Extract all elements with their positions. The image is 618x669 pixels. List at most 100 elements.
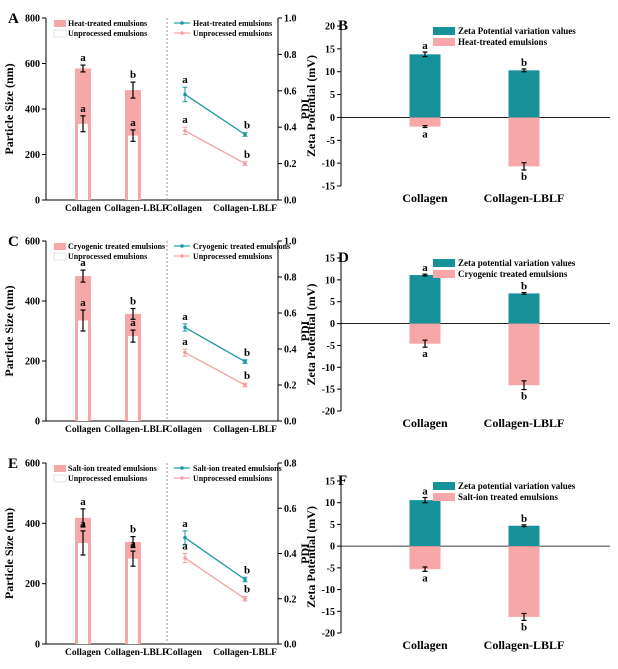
pdi-y-tick-label: 0.2 — [284, 594, 297, 605]
pdi-point — [243, 577, 247, 582]
size-category-label: Collagen — [65, 204, 102, 214]
zeta-y-tick-label: 10 — [325, 67, 335, 78]
zeta-legend-label: Zeta potential variation values — [458, 481, 576, 491]
pdi-significance-letter: a — [182, 518, 188, 530]
pdi-point — [243, 161, 247, 166]
zeta-significance-letter: b — [521, 171, 527, 183]
pdi-point — [183, 535, 187, 540]
pdi-legend-marker — [180, 21, 184, 25]
legend-swatch-treated — [54, 243, 66, 250]
pdi-point — [183, 350, 187, 355]
zeta-legend-label: Zeta potential variation values — [458, 258, 576, 268]
zeta-legend-label: Zeta Potential variation values — [458, 26, 576, 36]
zeta-legend-swatch — [433, 27, 455, 35]
zeta-legend-swatch — [433, 270, 455, 278]
pdi-y-tick-label: 0.6 — [284, 86, 297, 97]
pdi-series-line — [184, 557, 246, 600]
pdi-y-tick-label: 1.0 — [284, 14, 297, 25]
zeta-y-tick-label: -10 — [322, 363, 335, 374]
pdi-y-tick-label: 0.6 — [284, 504, 297, 515]
zeta-bar — [508, 546, 540, 617]
pdi-point — [243, 132, 247, 137]
pdi-category-label: Collagen — [166, 425, 203, 435]
size-significance-letter: b — [130, 296, 136, 308]
legend-swatch-treated — [54, 465, 66, 472]
size-y-tick-label: 600 — [25, 59, 40, 70]
zeta-category-label: Collagen-LBLF — [484, 416, 565, 430]
zeta-y-tick-label: -5 — [327, 341, 335, 352]
zeta-legend-swatch — [433, 482, 455, 490]
panel-letter: B — [338, 18, 348, 34]
zeta-category-label: Collagen — [402, 191, 448, 205]
zeta-y-axis-title: Zeta Potential (mV) — [304, 284, 318, 386]
size-y-tick-label: 400 — [25, 105, 40, 116]
panel-letter: C — [8, 234, 19, 250]
zeta-bar — [409, 323, 441, 344]
size-bar-unprocessed — [128, 336, 138, 421]
zeta-bar — [508, 293, 540, 324]
pdi-legend-marker — [180, 244, 184, 248]
legend-label-treated: Cryogenic treated emulsions — [68, 242, 165, 251]
size-significance-letter: a — [80, 518, 86, 530]
pdi-y-tick-label: 0.2 — [284, 159, 297, 170]
size-significance-letter: a — [80, 103, 86, 115]
size-bar-unprocessed — [128, 135, 138, 200]
zeta-y-tick-label: 10 — [325, 498, 335, 509]
pdi-y-tick-label: 0.0 — [284, 640, 297, 651]
zeta-significance-letter: a — [422, 348, 428, 360]
pdi-significance-letter: b — [244, 564, 250, 576]
size-y-tick-label: 0 — [35, 640, 40, 651]
legend-swatch-unprocessed — [53, 29, 67, 38]
zeta-category-label: Collagen — [402, 638, 448, 652]
zeta-y-tick-label: 10 — [325, 275, 335, 286]
size-category-label: Collagen-LBLF — [104, 425, 168, 435]
zeta-y-tick-label: 15 — [325, 254, 335, 265]
size-category-label: Collagen-LBLF — [104, 204, 168, 214]
pdi-y-tick-label: 0.4 — [284, 549, 297, 560]
pdi-significance-letter: b — [244, 120, 250, 132]
pdi-point — [183, 325, 187, 330]
size-y-tick-label: 600 — [25, 459, 40, 470]
panel-letter: F — [338, 473, 347, 489]
zeta-y-tick-label: -20 — [322, 407, 335, 418]
zeta-y-tick-label: -20 — [322, 629, 335, 640]
zeta-significance-letter: b — [521, 57, 527, 69]
pdi-y-tick-label: 0.8 — [284, 459, 297, 470]
zeta-y-tick-label: -15 — [322, 385, 335, 396]
zeta-category-label: Collagen-LBLF — [484, 638, 565, 652]
size-y-tick-label: 0 — [35, 196, 40, 207]
zeta-y-tick-label: -5 — [327, 136, 335, 147]
zeta-y-tick-label: -10 — [322, 585, 335, 596]
zeta-significance-letter: a — [422, 262, 428, 274]
pdi-category-label: Collagen-LBLF — [213, 204, 277, 214]
zeta-significance-letter: b — [521, 281, 527, 293]
zeta-bar — [409, 546, 441, 570]
pdi-legend-label: Salt-ion treated emulsions — [193, 464, 282, 473]
zeta-significance-letter: b — [521, 513, 527, 525]
zeta-significance-letter: b — [521, 621, 527, 633]
size-significance-letter: a — [80, 52, 86, 64]
zeta-y-tick-label: 5 — [330, 297, 335, 308]
pdi-significance-letter: a — [182, 74, 188, 86]
pdi-legend-marker — [180, 476, 184, 480]
zeta-y-tick-label: 20 — [325, 22, 335, 33]
pdi-y-tick-label: 0.8 — [284, 50, 297, 61]
pdi-legend-label: Cryogenic treated emulsions — [193, 242, 290, 251]
pdi-significance-letter: b — [244, 347, 250, 359]
size-significance-letter: a — [130, 117, 136, 129]
pdi-point — [183, 129, 187, 133]
size-significance-letter: a — [130, 538, 136, 550]
size-y-tick-label: 600 — [25, 237, 40, 248]
size-category-label: Collagen-LBLF — [104, 648, 168, 658]
pdi-y-tick-label: 0.0 — [284, 196, 297, 207]
pdi-legend-label: Unprocessed emulsions — [193, 474, 272, 483]
zeta-y-tick-label: 15 — [325, 477, 335, 488]
pdi-significance-letter: a — [182, 311, 188, 323]
size-significance-letter: b — [130, 69, 136, 81]
pdi-y-tick-label: 0.6 — [284, 309, 297, 320]
zeta-legend-swatch — [433, 259, 455, 267]
zeta-y-tick-label: 15 — [325, 44, 335, 55]
zeta-bar — [508, 70, 540, 118]
legend-label-unprocessed: Unprocessed emulsions — [68, 29, 147, 38]
